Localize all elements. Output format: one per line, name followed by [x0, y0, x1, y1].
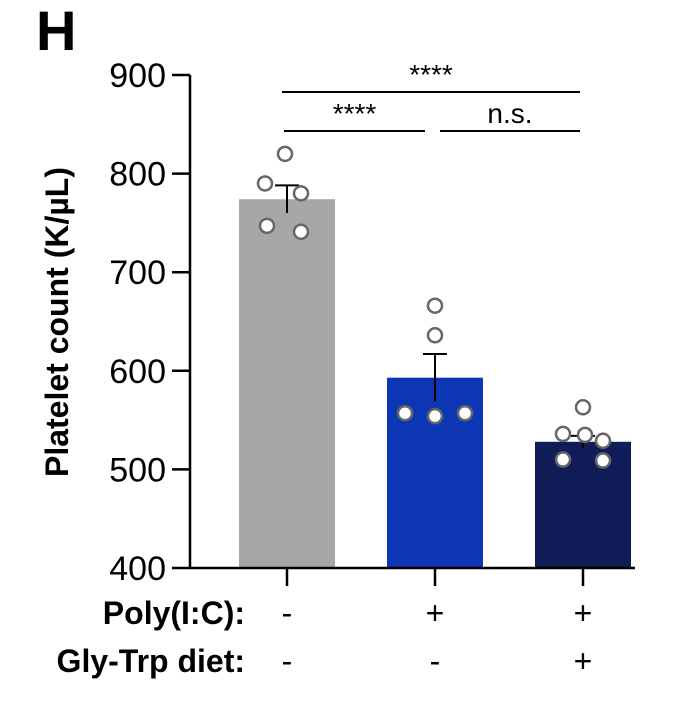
panel-letter: H: [36, 0, 76, 62]
data-point: [276, 145, 294, 163]
treatment-row-label: Poly(I:C):: [103, 595, 245, 631]
y-tick-label: 700: [109, 254, 166, 292]
y-tick-label: 600: [109, 353, 166, 391]
data-point: [594, 452, 612, 469]
data-point: [292, 185, 310, 202]
data-point: [456, 404, 474, 422]
y-tick-label: 500: [109, 451, 166, 489]
data-point: [258, 217, 276, 235]
data-point: [426, 407, 444, 425]
data-point: [554, 451, 572, 468]
treatment-row-value: -: [282, 643, 293, 679]
data-point: [594, 432, 612, 450]
significance-label: n.s.: [487, 98, 532, 129]
data-point: [426, 327, 444, 344]
data-point: [292, 223, 310, 241]
treatment-row-value: +: [426, 595, 445, 631]
data-point: [256, 175, 274, 192]
y-tick-label: 800: [109, 156, 166, 194]
data-point: [574, 399, 592, 416]
data-point: [396, 404, 414, 422]
y-tick-label: 900: [109, 57, 166, 95]
treatment-row-value: -: [430, 643, 441, 679]
treatment-row-value: -: [282, 595, 293, 631]
significance-label: ****: [409, 59, 453, 90]
y-axis-title: Platelet count (K/µL): [39, 167, 75, 477]
data-point: [576, 426, 594, 444]
treatment-row-value: +: [574, 643, 593, 679]
data-point: [426, 297, 444, 314]
bar-3: [535, 441, 631, 568]
bar-1: [239, 199, 335, 568]
chart-marks: 400 500 600 700 800 900 **** **** n.s. Poly(I:C):…: [57, 57, 635, 679]
y-tick-label: 400: [109, 550, 166, 588]
treatment-row-label: Gly-Trp diet:: [57, 643, 245, 679]
significance-label: ****: [333, 98, 377, 129]
treatment-row-value: +: [574, 595, 593, 631]
data-point: [554, 425, 572, 443]
